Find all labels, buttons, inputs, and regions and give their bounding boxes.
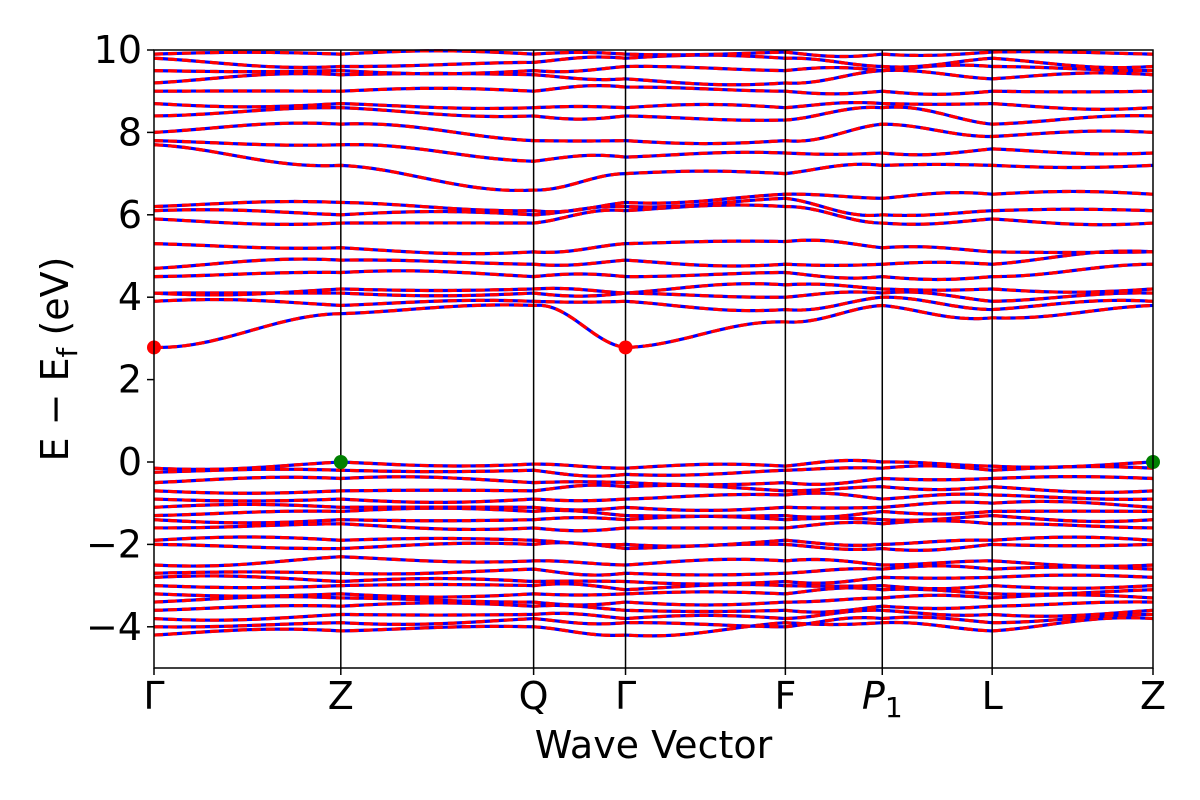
high-symmetry-lines [340,50,993,668]
y-tick-label-3: 2 [118,358,142,402]
plot-frame [153,49,1154,669]
band-21-spin-up [153,303,1154,350]
cbm-marker-1 [618,340,633,355]
vbm-marker-2 [333,455,348,469]
band-12-spin-down [153,519,1154,533]
band-33-spin-up [153,121,1154,146]
band-23-spin-up [153,290,1154,303]
band-40-spin-up [153,49,1154,59]
band-5-spin-down [153,586,1154,599]
band-22-spin-down [153,295,1154,313]
band-25-spin-down [153,262,1154,282]
y-axis-ticks: −4 −2 0 2 4 6 8 10 [86,28,154,649]
x-tick-label-5-sub: 1 [885,691,903,724]
band-30-spin-down [153,189,1154,214]
y-tick-label-6: 8 [118,110,142,154]
band-26-spin-up [153,249,1154,270]
y-tick-label-4: 4 [118,275,142,319]
band-11-spin-down [153,535,1154,548]
band-27-spin-down [153,238,1154,256]
x-tick-label-0: Γ [143,674,164,718]
band-18-spin-up [153,475,1154,487]
band-18-spin-down [153,475,1154,487]
band-3-spin-down [153,600,1154,614]
band-1-spin-down [153,612,1154,629]
y-tick-label-7: 10 [94,28,142,72]
band-0-spin-down [153,616,1154,638]
band-27-spin-up [153,238,1154,256]
band-21-spin-down [153,303,1154,350]
band-26-spin-down [153,249,1154,270]
band-40-spin-down [153,49,1154,59]
band-7-spin-down [153,573,1154,586]
band-31-spin-down [153,143,1154,193]
band-23-spin-down [153,290,1154,303]
band-7-spin-up [153,573,1154,586]
band-36-spin-up [153,83,1154,96]
x-tick-label-6: L [982,674,1003,718]
band-8-spin-down [153,564,1154,577]
band-9-spin-down [153,555,1154,569]
x-axis-title: Wave Vector [535,723,773,767]
band-edge-markers [147,340,1160,469]
y-tick-label-0: −4 [86,605,142,649]
band-34-spin-down [153,105,1154,126]
band-24-spin-down [153,282,1154,297]
band-29-spin-down [153,196,1154,218]
band-0-spin-up [153,616,1154,638]
band-8-spin-up [153,564,1154,577]
band-20-spin-down [153,458,1154,472]
y-tick-label-5: 6 [118,193,142,237]
y-axis-title-sub: f [51,346,84,357]
x-axis-ticks: Γ Z Q Γ F P1 L Z [143,668,1166,724]
band-36-spin-down [153,83,1154,96]
band-37-spin-down [153,68,1154,87]
y-tick-label-2: 0 [118,440,142,484]
band-16-spin-down [153,491,1154,504]
x-tick-label-7: Z [1140,674,1166,718]
y-axis-title-main: E − E [33,357,77,461]
y-axis-title: E − Ef (eV) [33,257,84,462]
band-9-spin-up [153,555,1154,569]
band-33-spin-down [153,121,1154,146]
x-tick-label-4: F [774,674,796,718]
bands-layer [153,49,1154,638]
y-axis-title-unit: (eV) [33,257,77,348]
y-tick-label-1: −2 [86,522,142,566]
band-25-spin-up [153,262,1154,282]
band-15-spin-up [153,499,1154,513]
x-tick-label-5: P1 [862,674,903,724]
band-22-spin-up [153,295,1154,313]
band-31-spin-up [153,143,1154,193]
x-tick-label-3: Γ [615,674,636,718]
x-tick-label-5-main: P [862,674,885,718]
x-tick-label-2: Q [519,674,549,718]
band-35-spin-down [153,100,1154,111]
band-14-spin-down [153,506,1154,519]
band-17-spin-up [153,483,1154,495]
band-2-spin-down [153,608,1154,622]
band-38-spin-down [153,63,1153,76]
band-6-spin-up [153,582,1154,592]
band-19-spin-down [153,464,1154,478]
band-32-spin-down [153,139,1154,163]
band-4-spin-down [153,593,1154,607]
band-15-spin-down [153,499,1154,513]
x-tick-label-1: Z [328,674,354,718]
